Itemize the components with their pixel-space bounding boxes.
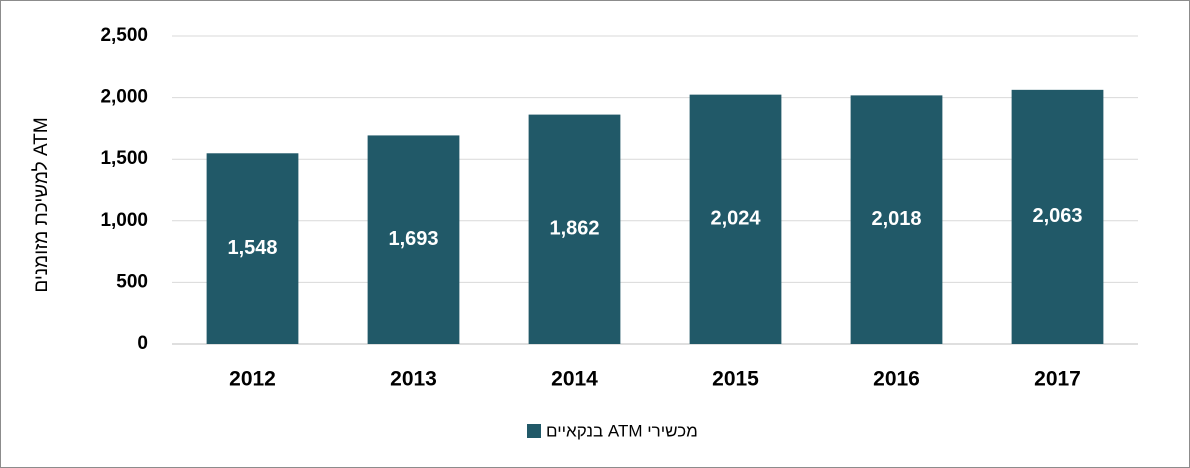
y-tick-label: 1,500	[100, 148, 148, 169]
value-label: 2,063	[1032, 205, 1082, 227]
x-tick-label: 2016	[873, 368, 920, 391]
bar	[206, 153, 299, 344]
value-label: 2,018	[871, 208, 921, 230]
x-tick-label: 2015	[712, 368, 759, 391]
bar	[850, 95, 943, 344]
value-label: 2,024	[710, 208, 761, 230]
value-label: 1,862	[549, 218, 599, 240]
value-label: 1,548	[227, 237, 277, 259]
bar	[367, 135, 460, 344]
x-tick-label: 2014	[551, 368, 598, 391]
x-tick-label: 2017	[1034, 368, 1081, 391]
y-tick-label: 0	[137, 333, 148, 354]
bar	[528, 114, 621, 345]
legend-label: מכשירי ATM בנקאיים	[546, 421, 698, 440]
y-tick-label: 1,000	[100, 210, 148, 231]
legend-swatch	[527, 424, 541, 438]
x-tick-label: 2013	[390, 368, 437, 391]
bar	[689, 94, 782, 344]
y-axis-label: ATM למשיכת מזומנים	[31, 117, 52, 292]
value-label: 1,693	[388, 228, 438, 250]
y-tick-label: 2,500	[100, 25, 148, 46]
y-tick-label: 2,000	[100, 87, 148, 108]
y-tick-label: 500	[116, 271, 148, 292]
x-tick-label: 2012	[229, 368, 276, 391]
bar	[1011, 89, 1104, 344]
